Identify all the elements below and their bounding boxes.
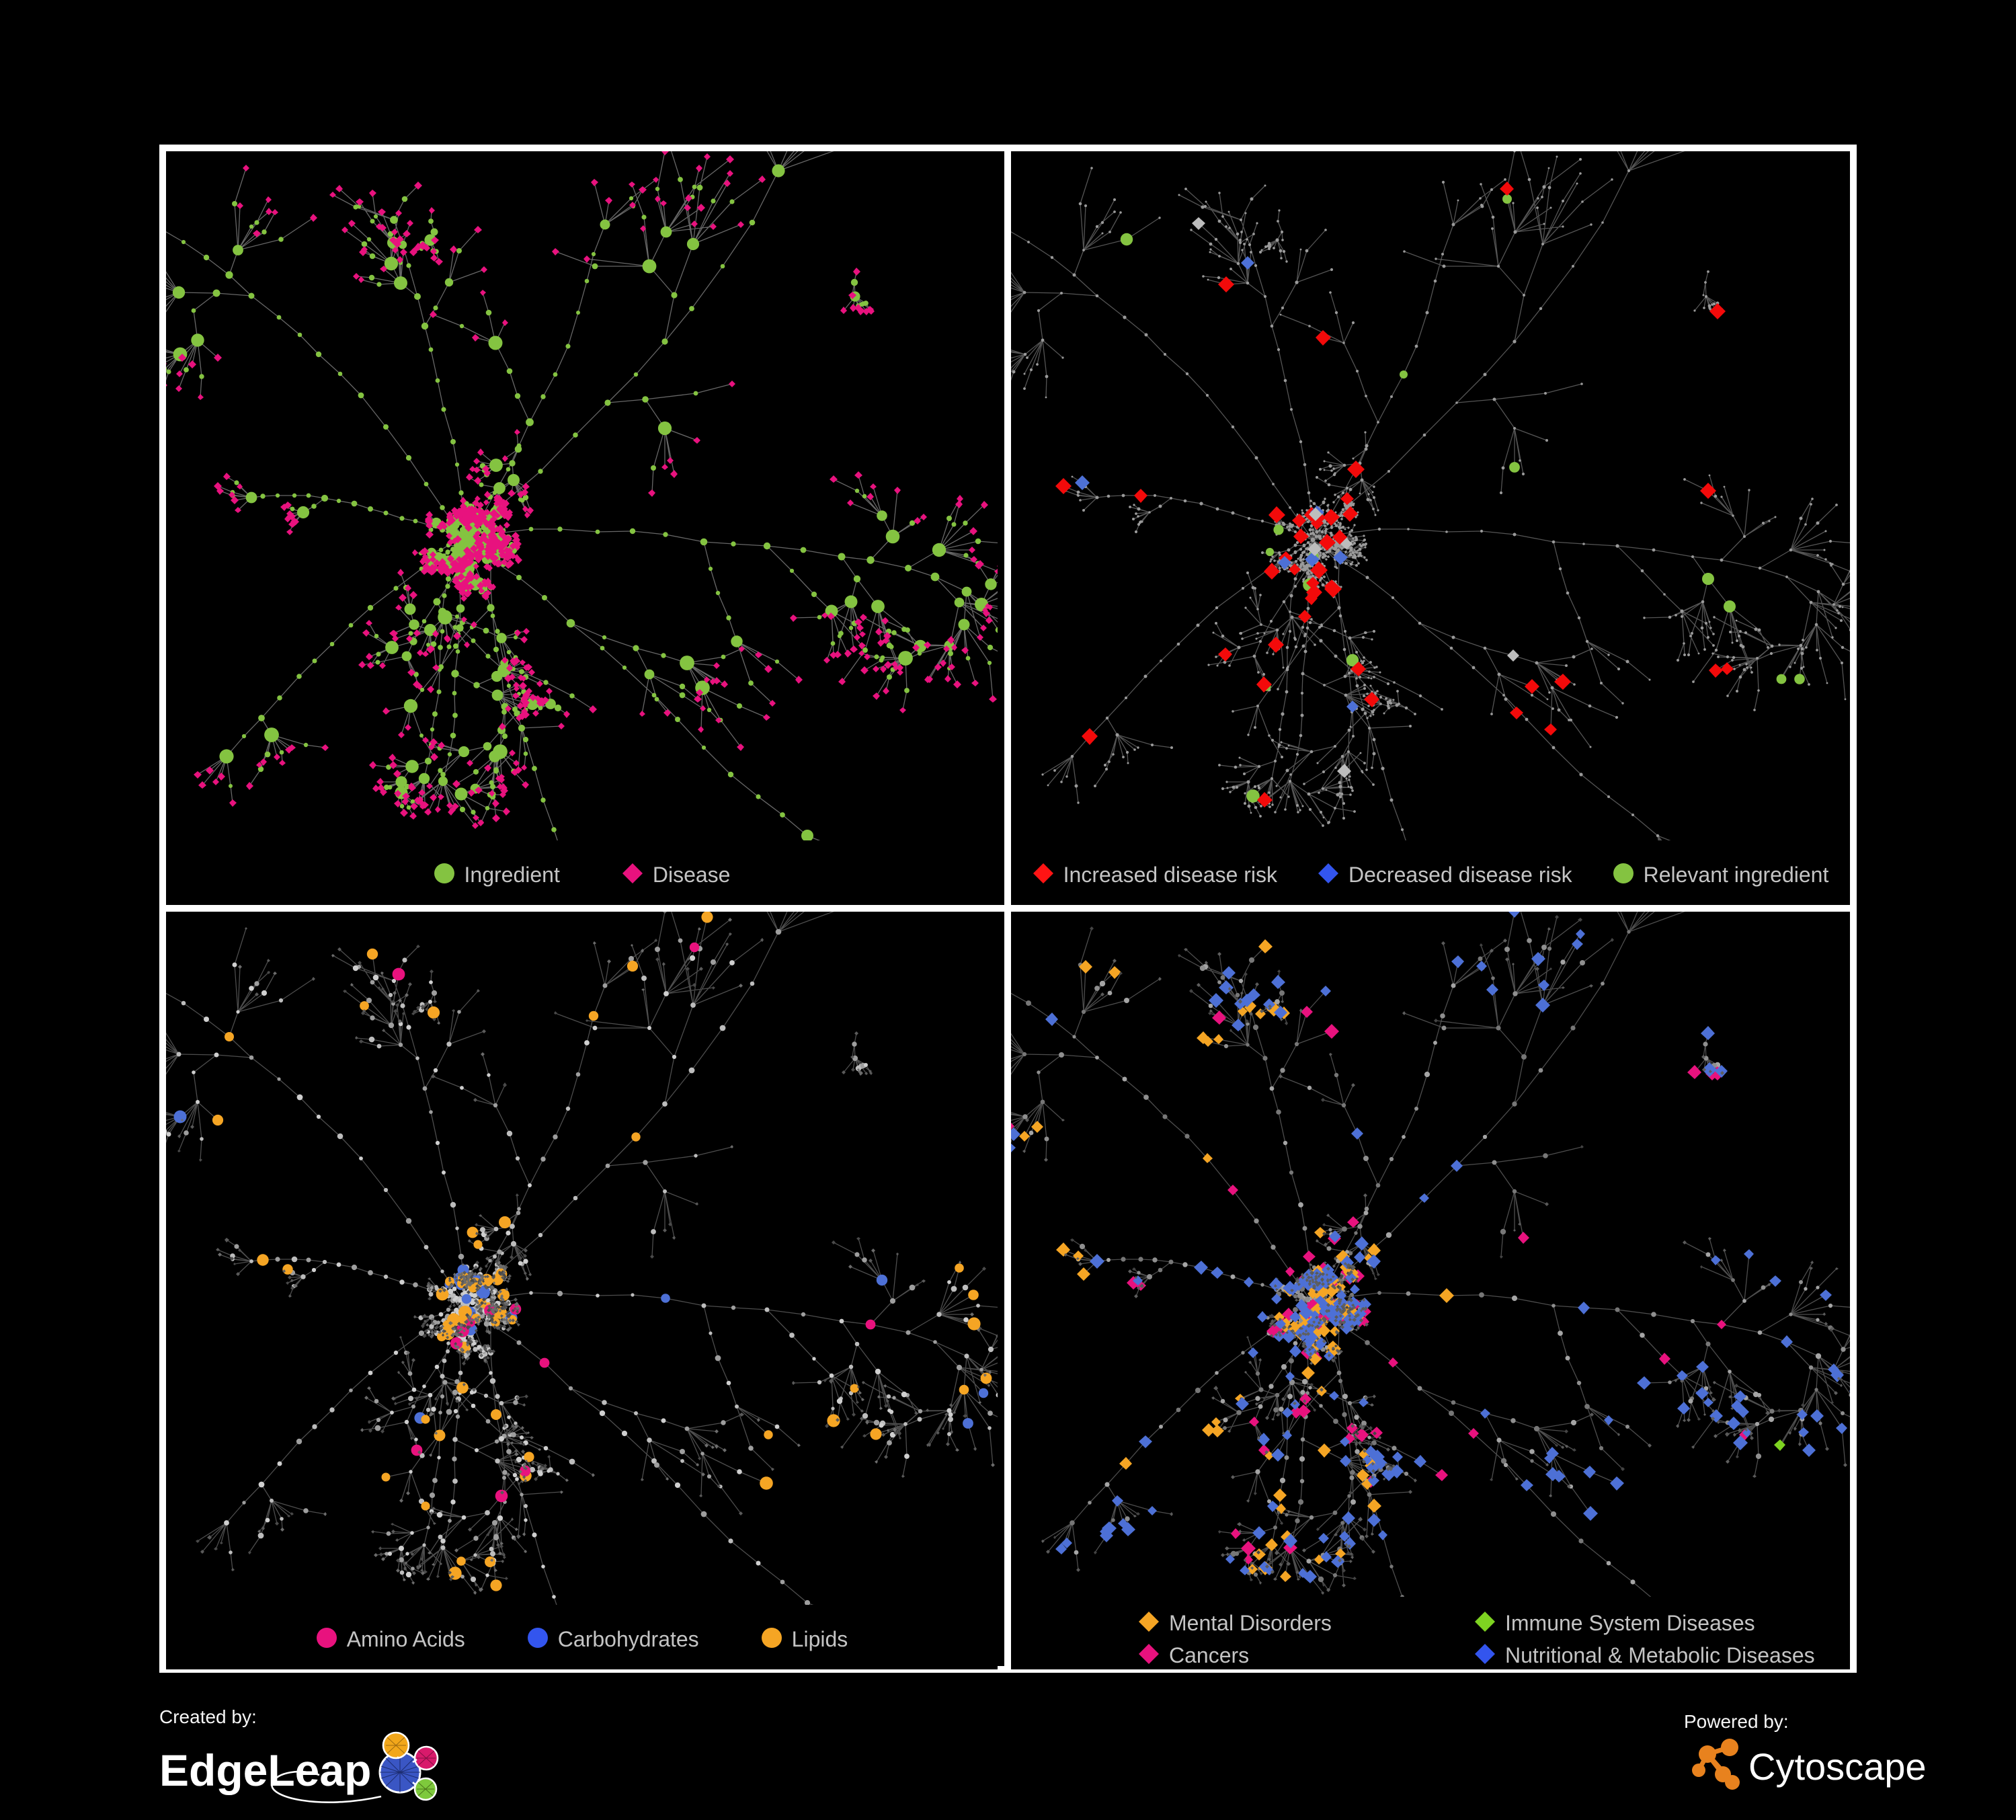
svg-text:EdgeLeap: EdgeLeap xyxy=(159,1745,371,1795)
svg-text:Cytoscape: Cytoscape xyxy=(1748,1745,1927,1788)
